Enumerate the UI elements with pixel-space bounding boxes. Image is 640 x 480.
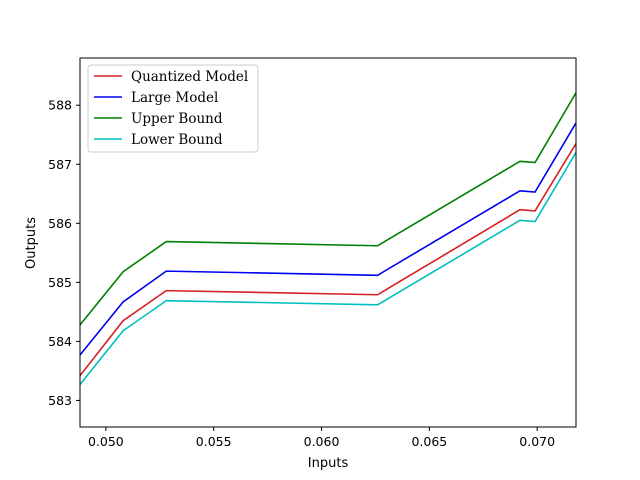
legend-entry-0: Quantized Model xyxy=(131,69,248,85)
plot-frame xyxy=(79,57,577,428)
legend-box xyxy=(87,64,259,153)
x-tick-label: 0.065 xyxy=(411,434,447,449)
x-tick-label: 0.060 xyxy=(304,434,340,449)
y-tick-label: 587 xyxy=(48,157,72,172)
legend-entry-3: Lower Bound xyxy=(131,132,223,148)
series-line-2 xyxy=(80,92,576,326)
legend-entry-1: Large Model xyxy=(131,90,218,106)
y-axis-label: Outputs xyxy=(24,217,39,269)
legend-entry-2: Upper Bound xyxy=(131,111,223,127)
x-tick-label: 0.050 xyxy=(88,434,124,449)
legend: Quantized Model Large Model Upper Bound Low… xyxy=(87,64,259,153)
series-line-1 xyxy=(80,122,576,356)
x-tick-label: 0.070 xyxy=(519,434,555,449)
y-axis-ticks: 583 584 585 586 587 588 xyxy=(48,98,80,408)
series-lines xyxy=(80,92,576,385)
y-tick-label: 583 xyxy=(48,393,72,408)
y-tick-label: 586 xyxy=(48,216,72,231)
x-axis-ticks: 0.050 0.055 0.060 0.065 0.070 xyxy=(88,427,555,449)
x-tick-label: 0.055 xyxy=(196,434,232,449)
y-tick-label: 585 xyxy=(48,275,72,290)
series-line-3 xyxy=(80,152,576,385)
y-tick-label: 584 xyxy=(48,334,72,349)
y-tick-label: 588 xyxy=(48,98,72,113)
series-line-0 xyxy=(80,143,576,377)
x-axis-label: Inputs xyxy=(308,456,349,471)
